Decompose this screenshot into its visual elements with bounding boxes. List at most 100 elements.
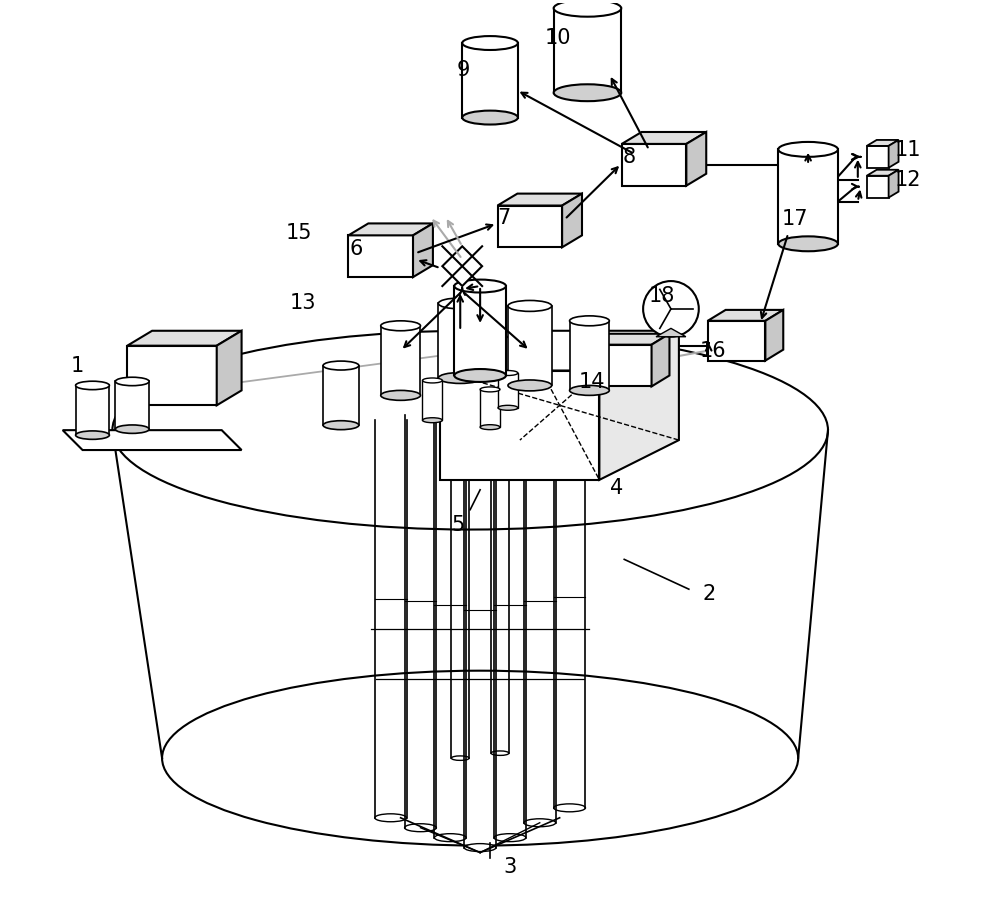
- Ellipse shape: [778, 236, 838, 251]
- Polygon shape: [438, 303, 482, 378]
- Polygon shape: [867, 146, 889, 168]
- Polygon shape: [480, 389, 500, 427]
- Polygon shape: [508, 306, 552, 385]
- Text: 9: 9: [457, 60, 470, 80]
- Polygon shape: [708, 310, 783, 321]
- Text: 8: 8: [623, 147, 636, 167]
- Ellipse shape: [323, 361, 359, 370]
- Ellipse shape: [778, 142, 838, 157]
- Ellipse shape: [570, 316, 609, 326]
- Ellipse shape: [422, 418, 442, 423]
- Polygon shape: [570, 321, 609, 391]
- Text: 14: 14: [578, 373, 605, 393]
- Ellipse shape: [434, 834, 466, 842]
- Ellipse shape: [375, 814, 407, 822]
- Ellipse shape: [76, 381, 109, 390]
- Polygon shape: [587, 344, 652, 386]
- Ellipse shape: [498, 405, 518, 410]
- Ellipse shape: [480, 387, 500, 392]
- Ellipse shape: [405, 824, 436, 832]
- Polygon shape: [127, 345, 217, 405]
- Polygon shape: [708, 321, 765, 361]
- Polygon shape: [587, 333, 669, 344]
- Polygon shape: [498, 206, 562, 247]
- Text: 10: 10: [544, 27, 571, 47]
- Polygon shape: [454, 286, 506, 375]
- Ellipse shape: [491, 751, 509, 755]
- Ellipse shape: [454, 280, 506, 292]
- Text: 12: 12: [894, 169, 921, 189]
- Ellipse shape: [554, 0, 621, 16]
- Polygon shape: [76, 385, 109, 435]
- Polygon shape: [867, 140, 899, 146]
- Polygon shape: [127, 331, 242, 345]
- Text: 4: 4: [610, 477, 623, 497]
- Ellipse shape: [570, 385, 609, 395]
- Polygon shape: [462, 43, 518, 118]
- Polygon shape: [889, 140, 899, 168]
- Polygon shape: [217, 331, 242, 405]
- Ellipse shape: [438, 298, 482, 309]
- Polygon shape: [442, 246, 482, 286]
- Ellipse shape: [508, 301, 552, 312]
- Text: 3: 3: [503, 857, 517, 877]
- Ellipse shape: [451, 756, 469, 761]
- Polygon shape: [115, 382, 149, 429]
- Ellipse shape: [498, 371, 518, 375]
- Polygon shape: [323, 365, 359, 425]
- Polygon shape: [440, 371, 599, 480]
- Ellipse shape: [381, 391, 420, 400]
- Text: 17: 17: [782, 210, 808, 230]
- Polygon shape: [889, 169, 899, 198]
- Ellipse shape: [115, 425, 149, 434]
- Polygon shape: [599, 331, 679, 480]
- Polygon shape: [562, 194, 582, 247]
- Ellipse shape: [524, 819, 556, 826]
- Polygon shape: [778, 149, 838, 244]
- Ellipse shape: [462, 110, 518, 125]
- Ellipse shape: [76, 431, 109, 439]
- Polygon shape: [867, 176, 889, 198]
- Polygon shape: [422, 381, 442, 420]
- Polygon shape: [652, 333, 669, 386]
- Polygon shape: [622, 144, 686, 186]
- Text: 6: 6: [349, 240, 363, 260]
- Polygon shape: [622, 132, 706, 144]
- Polygon shape: [63, 430, 242, 450]
- Text: 5: 5: [452, 515, 465, 535]
- Ellipse shape: [494, 834, 526, 842]
- Polygon shape: [686, 132, 706, 186]
- Text: 2: 2: [702, 584, 715, 604]
- Ellipse shape: [464, 844, 496, 852]
- Text: 15: 15: [286, 223, 312, 243]
- Text: 13: 13: [290, 293, 316, 313]
- Polygon shape: [348, 223, 433, 235]
- Ellipse shape: [438, 373, 482, 384]
- Ellipse shape: [112, 331, 828, 529]
- Polygon shape: [765, 310, 783, 361]
- Polygon shape: [498, 373, 518, 408]
- Circle shape: [643, 281, 699, 337]
- Text: 7: 7: [497, 209, 511, 229]
- Ellipse shape: [454, 369, 506, 382]
- Polygon shape: [656, 328, 686, 337]
- Ellipse shape: [554, 804, 585, 812]
- Polygon shape: [348, 235, 413, 277]
- Text: 1: 1: [71, 355, 84, 375]
- Text: 16: 16: [699, 341, 726, 361]
- Polygon shape: [413, 223, 433, 277]
- Text: 11: 11: [894, 140, 921, 159]
- Ellipse shape: [508, 380, 552, 391]
- Ellipse shape: [381, 321, 420, 331]
- Polygon shape: [440, 331, 679, 371]
- Ellipse shape: [422, 378, 442, 383]
- Polygon shape: [554, 8, 621, 93]
- Polygon shape: [498, 194, 582, 206]
- Ellipse shape: [115, 377, 149, 385]
- Ellipse shape: [162, 670, 798, 845]
- Ellipse shape: [462, 36, 518, 50]
- Polygon shape: [867, 169, 899, 176]
- Text: 18: 18: [649, 286, 675, 306]
- Ellipse shape: [323, 421, 359, 430]
- Ellipse shape: [554, 85, 621, 101]
